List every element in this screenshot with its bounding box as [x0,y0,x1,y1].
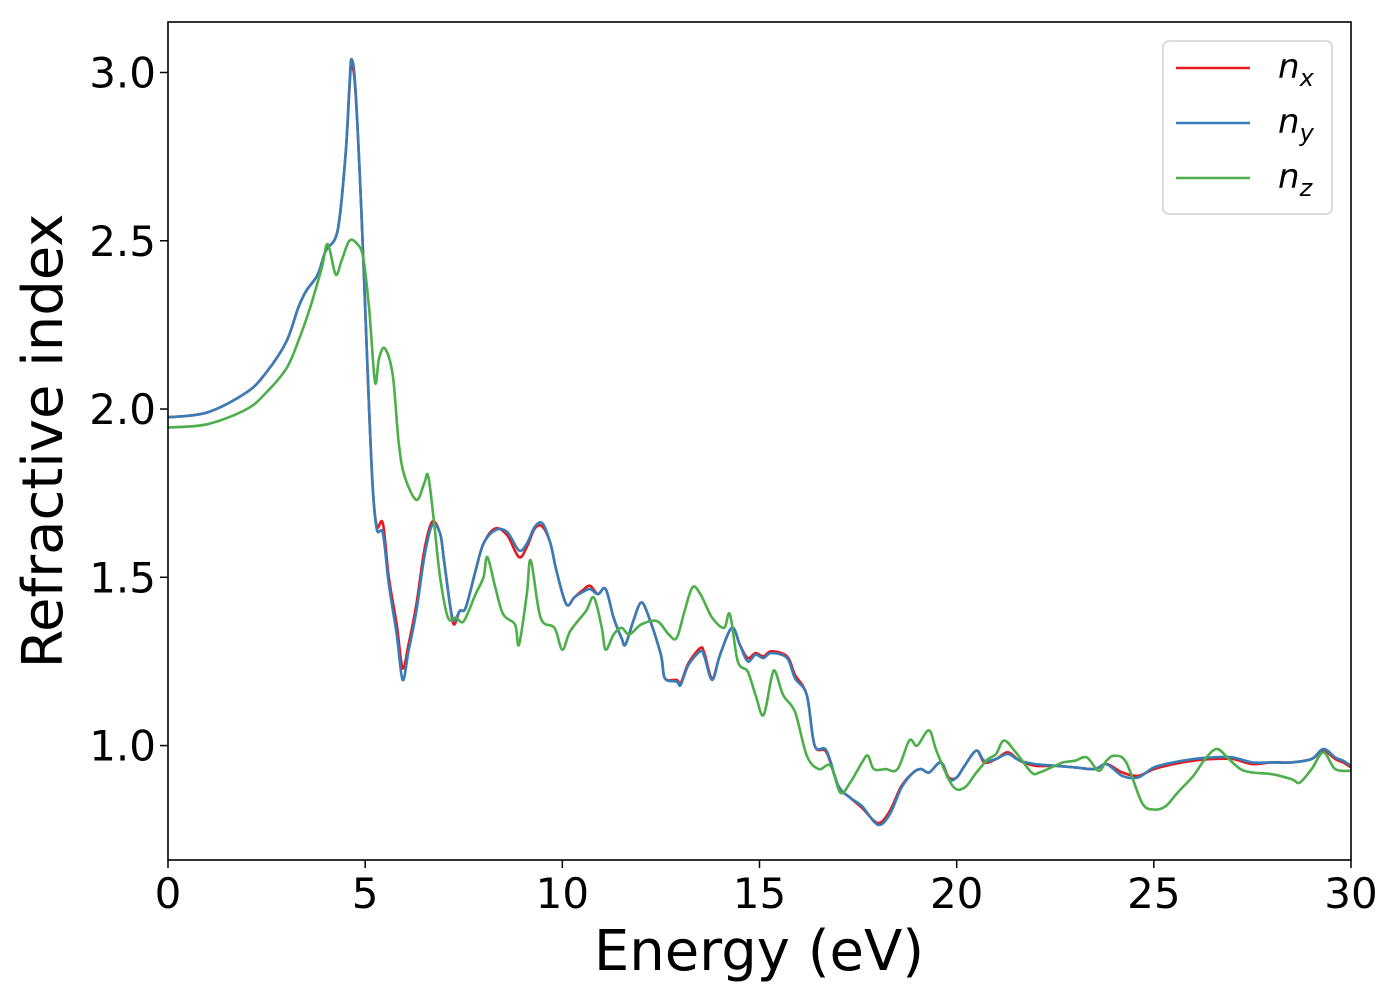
series-lines [168,57,1351,827]
x-tick-label: 25 [1127,869,1180,918]
x-tick-label: 20 [930,869,983,918]
y-tick-label: 1.0 [89,722,156,771]
legend: nx ny nz [1162,40,1333,215]
y-tick-label: 3.0 [89,48,156,97]
legend-label-ny: ny [1278,102,1315,147]
x-tick-label: 5 [352,869,379,918]
y-tick-label: 2.0 [89,385,156,434]
x-axis-ticks: 0 5 10 15 20 25 30 [155,860,1378,918]
x-tick-label: 10 [536,869,589,918]
y-tick-label: 1.5 [89,553,156,602]
y-tick-label: 2.5 [89,217,156,266]
legend-label-nx: nx [1278,47,1315,92]
x-tick-label: 30 [1324,869,1377,918]
x-axis-label: Energy (eV) [594,919,924,984]
series-line-nz [168,238,1351,811]
y-axis-label: Refractive index [11,214,76,669]
x-tick-label: 0 [155,869,182,918]
y-axis-ticks: 1.0 1.5 2.0 2.5 3.0 [89,48,168,771]
x-tick-label: 15 [733,869,786,918]
legend-box [1162,40,1333,215]
series-line-ny [168,57,1351,827]
legend-label-nz: nz [1278,157,1314,202]
